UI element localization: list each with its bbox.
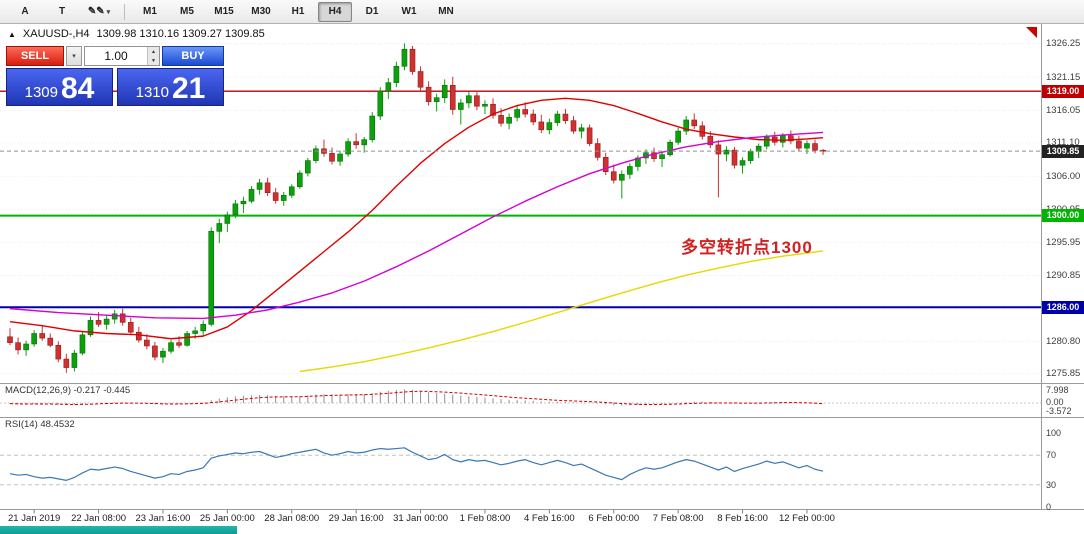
ma-mid-magenta: [9, 131, 824, 320]
chevron-down-icon: ▾: [106, 8, 111, 16]
volume-input[interactable]: 1.00 ▲ ▼: [84, 46, 160, 66]
sell-button[interactable]: SELL: [6, 46, 64, 66]
timeframe-button-h1[interactable]: H1: [291, 6, 305, 17]
candlestick-series: [7, 43, 826, 373]
volume-dropdown-button[interactable]: ▾: [66, 46, 82, 66]
chart-symbol-title: XAUUSD-,H4: [22, 28, 90, 40]
sell-price-small: 1309: [24, 84, 58, 101]
rsi-indicator-title: RSI(14) 48.4532: [5, 419, 75, 430]
toolbar-separator: [124, 3, 125, 20]
draw-tool-button[interactable]: ✎✎ ▾: [87, 6, 111, 17]
chart-ohlc-quote: 1309.98 1310.16 1309.27 1309.85: [96, 28, 265, 40]
chart-title-row: ▲ XAUUSD-,H4 1309.98 1310.16 1309.27 130…: [8, 28, 265, 40]
chart-annotation-text: 多空转折点1300: [681, 238, 813, 257]
timeframe-button-m15[interactable]: M15: [214, 6, 234, 17]
chart-marker-icon: ▲: [8, 29, 16, 39]
timeframe-button-h4[interactable]: H4: [318, 1, 352, 22]
horizontal-line-objects: [0, 90, 1041, 309]
volume-stepper[interactable]: ▲ ▼: [147, 47, 159, 65]
buy-price-big: 21: [172, 72, 206, 105]
buy-button[interactable]: BUY: [162, 46, 224, 66]
buy-price-box[interactable]: 1310 21: [117, 68, 224, 106]
taskbar-strip: [0, 526, 237, 534]
timeframe-button-mn[interactable]: MN: [438, 6, 454, 17]
toolbar: A T ✎✎ ▾ M1 M5 M15 M30 H1 H4 D1 W1 MN: [0, 0, 1084, 24]
timeframe-button-m30[interactable]: M30: [251, 6, 271, 17]
sell-price-big: 84: [61, 72, 95, 105]
one-click-trading-panel: SELL ▾ 1.00 ▲ ▼ BUY 1309 84 1310 21: [6, 46, 224, 106]
text-tool-button[interactable]: T: [58, 6, 66, 17]
drawing-tools-group: A T ✎✎ ▾: [8, 2, 116, 22]
volume-down-icon[interactable]: ▼: [148, 56, 159, 65]
rsi-indicator: [0, 447, 1041, 486]
time-axis-ticks: [33, 509, 808, 514]
timeframe-group: M1 M5 M15 M30 H1 H4 D1 W1 MN: [133, 1, 463, 22]
moving-average-lines: [9, 97, 824, 373]
ma-slow-yellow: [299, 250, 824, 373]
sell-price-box[interactable]: 1309 84: [6, 68, 113, 106]
ma-fast-red: [9, 97, 824, 340]
chart-shift-marker-icon[interactable]: [1026, 27, 1037, 38]
buy-price-small: 1310: [135, 84, 169, 101]
panel-separators: [0, 24, 1084, 510]
timeframe-button-m1[interactable]: M1: [143, 6, 157, 17]
macd-indicator-title: MACD(12,26,9) -0.217 -0.445: [5, 385, 131, 396]
timeframe-button-w1[interactable]: W1: [401, 6, 417, 17]
annotations-tool-button[interactable]: A: [21, 6, 29, 17]
timeframe-button-m5[interactable]: M5: [180, 6, 194, 17]
macd-indicator: [0, 389, 1041, 406]
volume-up-icon[interactable]: ▲: [148, 47, 159, 56]
timeframe-button-d1[interactable]: D1: [365, 6, 379, 17]
price-gridlines: [0, 43, 1041, 375]
volume-value[interactable]: 1.00: [104, 49, 128, 63]
